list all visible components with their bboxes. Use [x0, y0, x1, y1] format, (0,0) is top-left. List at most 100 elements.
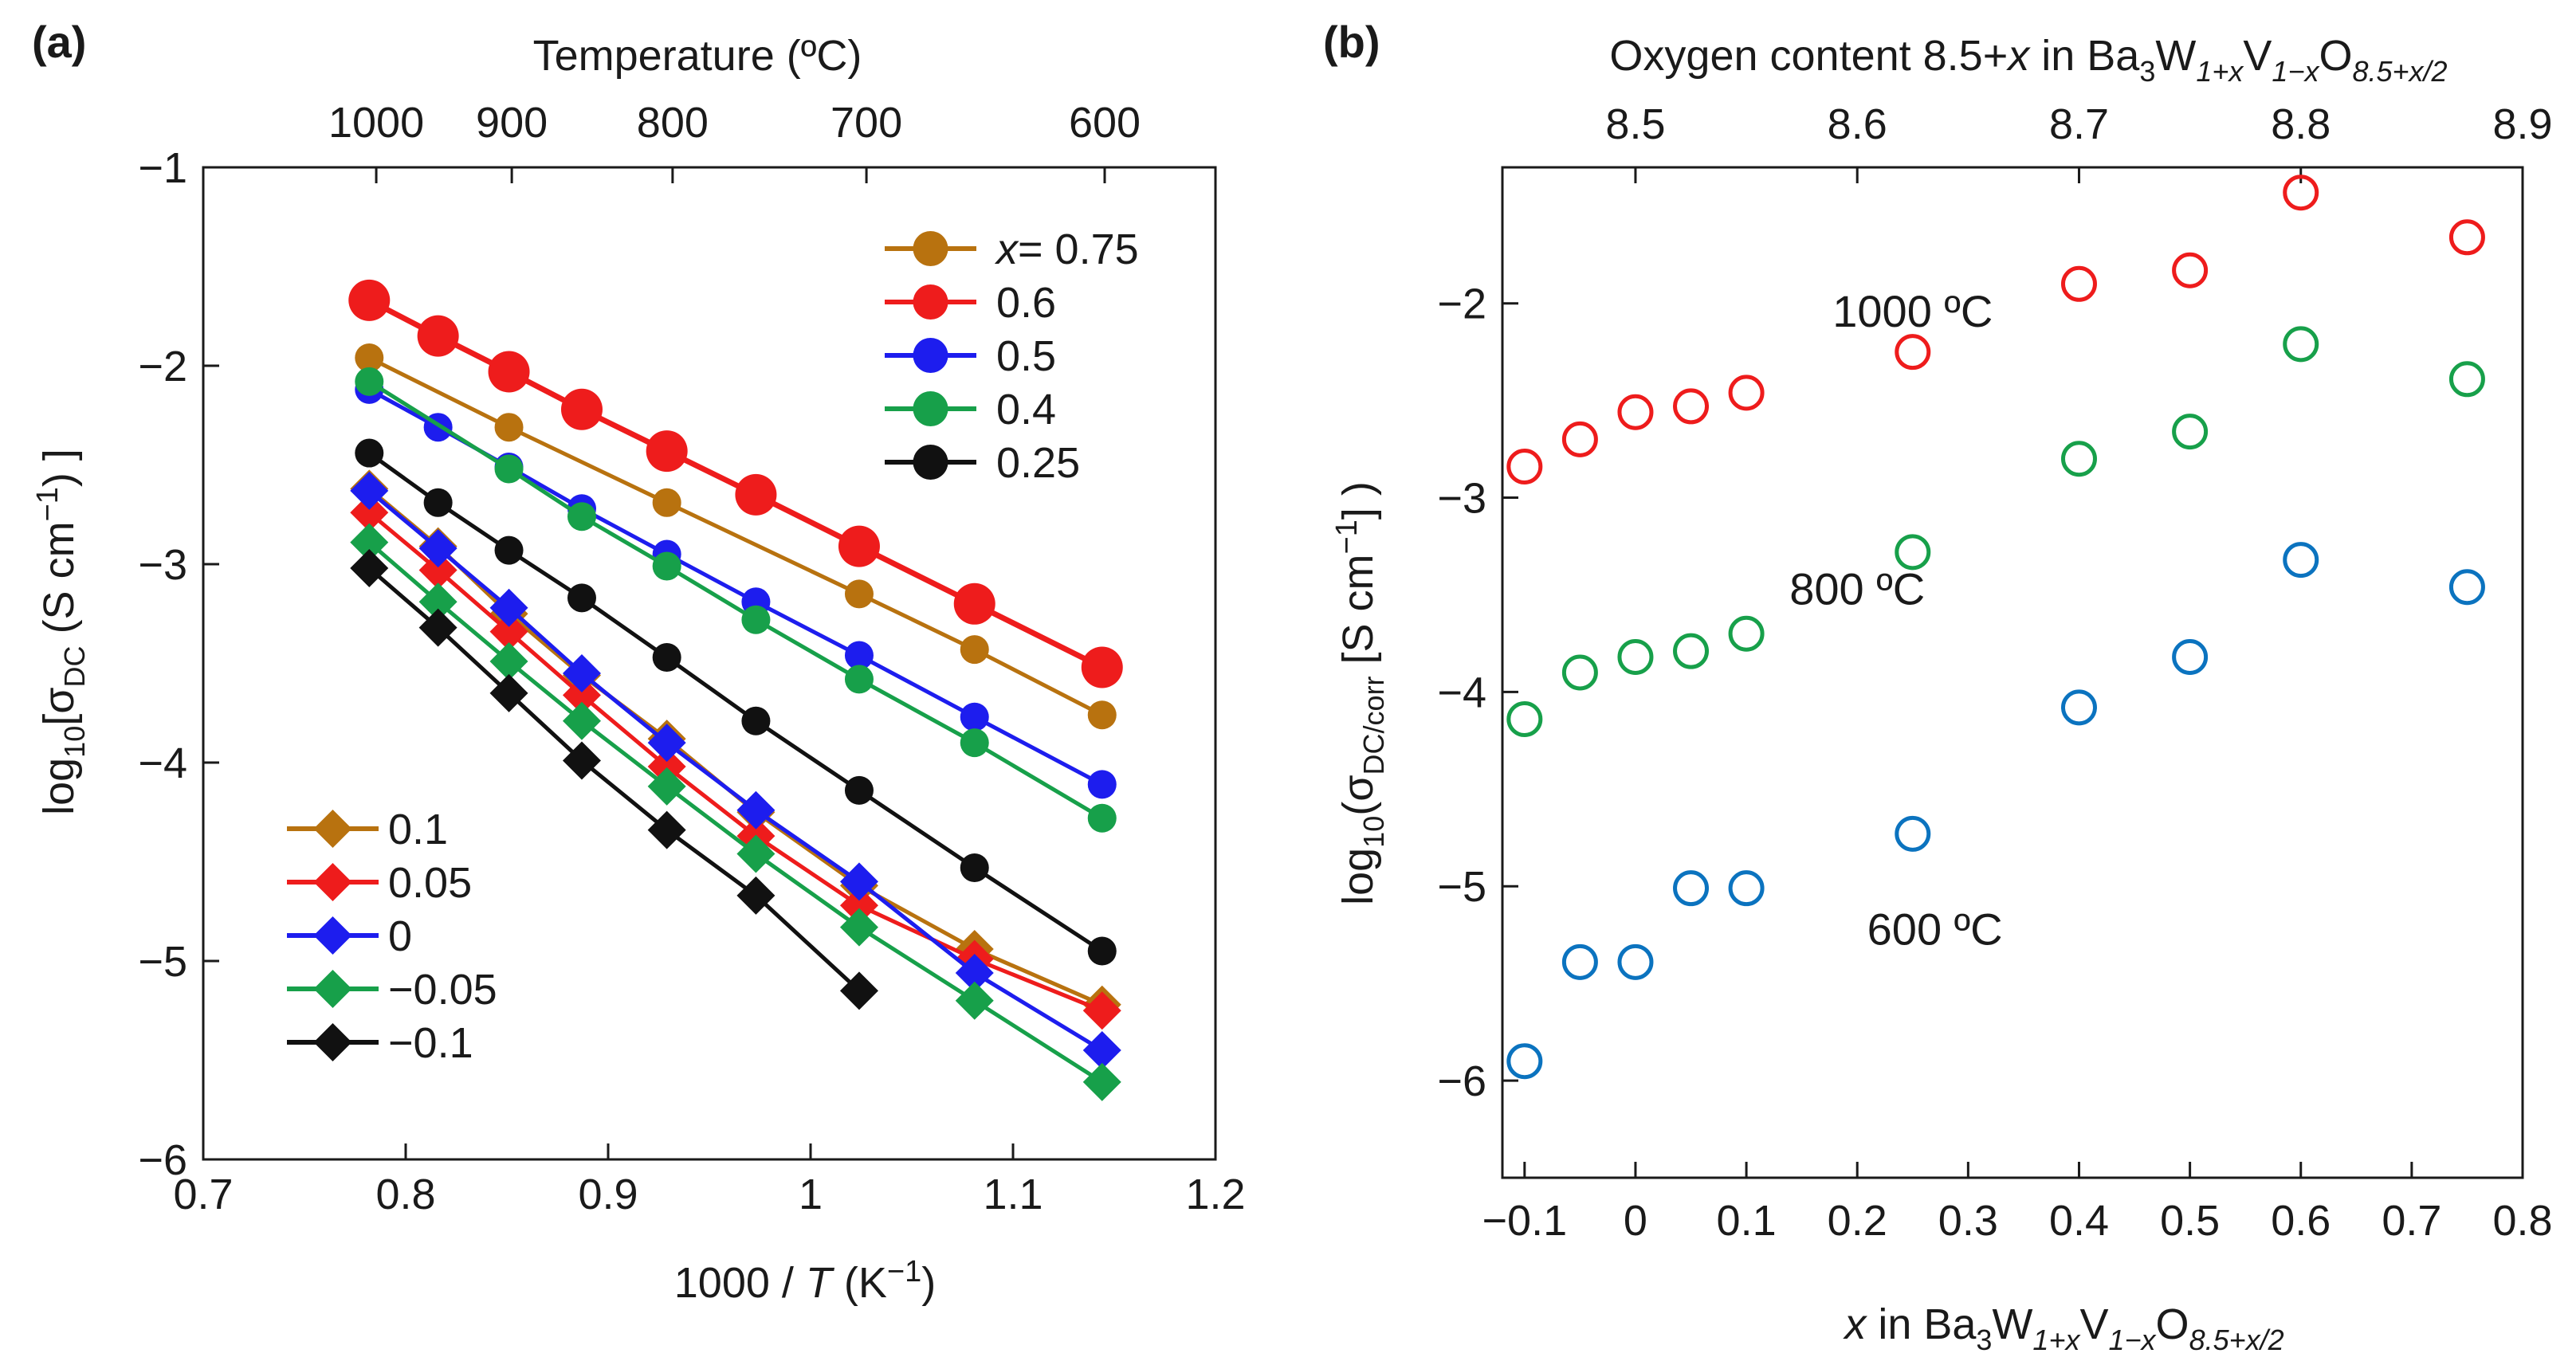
data-point-0.75: [844, 579, 874, 609]
data-point-600-C: [1617, 943, 1654, 980]
data-point-minus-0.1: [736, 876, 776, 915]
legend-marker-0.5: [913, 338, 948, 373]
data-point-minus-0.05: [736, 834, 776, 873]
data-point-800-C: [2060, 441, 2097, 477]
data-point-minus-0.1: [418, 608, 457, 647]
data-point-0.05: [350, 493, 389, 532]
data-point-minus-0.05: [418, 582, 457, 622]
data-point-0.75: [1087, 700, 1117, 730]
data-point-0: [647, 724, 686, 763]
legend-marker-minus-0.1: [313, 1023, 352, 1061]
data-point-1000-C: [1728, 375, 1765, 411]
data-point-minus-0.05: [839, 908, 878, 947]
annotation-1000-C: 1000 ºC: [1832, 286, 1993, 336]
chart-a-top-tick-label: 600: [1069, 99, 1141, 147]
chart-b-x-axis-title: x in Ba3W1+xV1−xO8.5+x/2: [1842, 1300, 2283, 1356]
chart-a-top-tick-label: 700: [831, 99, 902, 147]
data-point-0.6: [560, 388, 603, 430]
data-point-0: [839, 862, 878, 901]
chart-b-x-tick-label: −0.1: [1482, 1197, 1568, 1245]
data-point-0.4: [844, 665, 874, 694]
series-line-0.75: [368, 355, 1103, 717]
chart-b-top-tick-label: 8.5: [1605, 100, 1665, 148]
data-point-minus-0.1: [489, 673, 528, 712]
data-point-0.05: [1082, 991, 1121, 1030]
annotation-800-C: 800 ºC: [1789, 564, 1925, 614]
data-point-0.4: [355, 367, 384, 396]
data-point-800-C: [1728, 615, 1765, 652]
data-point-minus-0.1: [562, 741, 601, 780]
data-point-1000-C: [2172, 252, 2209, 288]
chart-a-x-tick-label: 1.1: [983, 1171, 1043, 1218]
data-point-1000-C: [2060, 265, 2097, 302]
chart-a-y-axis-title: log10[σDC (S cm−1) ]: [31, 449, 91, 815]
chart-a-y-tick-label: −6: [138, 1136, 187, 1184]
data-point-minus-0.1: [839, 971, 878, 1010]
data-point-800-C: [1617, 638, 1654, 675]
legend-marker-0.1: [313, 810, 352, 848]
chart-b-top-tick-label: 8.9: [2492, 100, 2552, 148]
data-point-800-C: [1673, 633, 1710, 669]
legend-marker-0.6: [913, 284, 948, 320]
chart-a-y-tick-label: −3: [138, 541, 187, 589]
legend-marker-minus-0.05: [313, 970, 352, 1008]
chart-b-top-axis-title: Oxygen content 8.5+x in Ba3W1+xV1−xO8.5+…: [1609, 32, 2447, 88]
data-point-0.6: [838, 525, 880, 567]
series-line-0.4: [367, 379, 1104, 820]
data-point-0: [350, 471, 389, 510]
series-line-0.25: [367, 451, 1104, 953]
data-point-0.75: [960, 635, 989, 665]
data-point-0: [418, 529, 457, 568]
chart-b-x-tick-label: 0: [1624, 1197, 1647, 1245]
data-point-0.6: [488, 351, 530, 393]
data-point-0.4: [652, 551, 681, 581]
data-point-600-C: [2283, 542, 2319, 579]
data-point-0.4: [494, 454, 524, 484]
chart-b-top-tick-label: 8.8: [2271, 100, 2331, 148]
chart-b-x-tick-label: 0.1: [1717, 1197, 1777, 1245]
chart-b-x-tick-label: 0.6: [2271, 1197, 2331, 1245]
data-point-minus-0.05: [647, 767, 686, 806]
legend-label-0.4: 0.4: [996, 386, 1056, 433]
panel-a: (a) Temperature (ºC) 1000 / T (K−1) log1…: [31, 17, 1246, 1307]
data-point-minus-0.1: [647, 810, 686, 849]
data-point-0.25: [1087, 936, 1117, 966]
data-point-0: [1082, 1031, 1121, 1070]
data-point-0.25: [355, 438, 384, 468]
data-point-0.05: [647, 747, 686, 786]
chart-a-plot-frame: [202, 166, 1217, 1161]
data-point-1000-C: [2283, 175, 2319, 211]
chart-a-x-axis-title: 1000 / T (K−1): [674, 1255, 936, 1307]
legend-marker-0: [313, 916, 352, 955]
chart-b-y-tick-label: −2: [1437, 280, 1486, 328]
data-point-800-C: [2172, 414, 2209, 450]
data-point-minus-0.05: [562, 701, 601, 740]
data-point-minus-0.05: [489, 642, 528, 681]
chart-a-y-tick-label: −4: [138, 739, 187, 787]
data-point-600-C: [2448, 569, 2485, 606]
data-point-0.75: [494, 413, 524, 442]
data-point-600-C: [1728, 870, 1765, 907]
data-point-800-C: [2283, 326, 2319, 363]
series-line-0.1: [367, 487, 1103, 1007]
chart-a-y-tick-label: −5: [138, 938, 187, 986]
chart-b-x-tick-label: 0.3: [1938, 1197, 1998, 1245]
chart-b-x-tick-label: 0.5: [2160, 1197, 2220, 1245]
data-point-0.25: [960, 853, 989, 882]
legend-marker-0.05: [313, 863, 352, 901]
data-point-800-C: [1895, 534, 1931, 571]
data-point-minus-0.05: [1082, 1062, 1121, 1101]
chart-a-top-axis-title: Temperature (ºC): [533, 32, 862, 80]
legend-marker-0.75: [913, 231, 948, 266]
data-point-600-C: [1506, 1043, 1543, 1080]
data-point-1000-C: [1617, 394, 1654, 430]
data-point-minus-0.05: [955, 981, 994, 1020]
data-point-600-C: [2060, 689, 2097, 726]
data-point-0.25: [423, 488, 453, 517]
data-point-600-C: [2172, 638, 2209, 675]
data-point-0.05: [839, 886, 878, 925]
chart-b-y-tick-label: −6: [1437, 1057, 1486, 1105]
data-point-0: [489, 588, 528, 627]
data-point-1000-C: [2448, 219, 2485, 256]
data-point-0.6: [417, 315, 459, 357]
